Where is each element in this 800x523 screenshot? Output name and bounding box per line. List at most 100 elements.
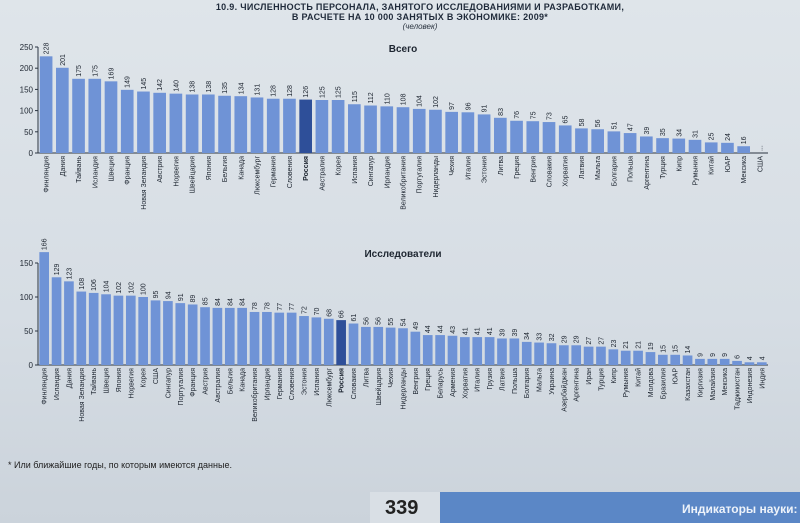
chart2-bar [311,317,322,365]
chart2-bar [101,294,111,365]
chart2-value-label: 9 [710,353,717,357]
chart2-bar [658,354,668,365]
chart2-category-label: Норвегия [128,368,135,399]
chart2-bar [460,337,470,365]
chart2-bar [187,304,198,365]
chart1-bar [704,142,718,153]
chart2-bar [113,295,124,365]
chart2-value-label: 34 [524,332,531,340]
chart2-category-label: Турция [598,368,605,391]
chart1-value-label: 138 [190,81,197,93]
chart2-value-label: 78 [252,302,259,310]
chart2-value-label: 27 [586,337,593,345]
footer-bar [370,492,800,523]
chart2-value-label: 68 [326,309,333,317]
chart2-value-label: 70 [314,308,321,316]
chart1-y-tick-label: 0 [29,149,34,158]
chart1-category-label: Греция [514,156,521,179]
chart1-value-label: 35 [660,128,667,136]
chart2-bar [472,337,483,365]
chart2-bar [224,307,235,365]
chart2-category-label: Португалия [178,368,185,406]
chart1-title: Всего [389,44,418,55]
chart2-category-label: Корея [141,368,148,388]
chart1-bar [558,125,572,153]
chart1-value-label: 128 [271,85,278,97]
chart1-category-label: Испания [352,156,359,184]
chart2-bar [385,327,396,365]
chart2-bar [373,326,384,365]
chart1-value-label: 51 [611,121,618,129]
chart2-bar [410,331,421,365]
chart2-value-label: 85 [203,297,210,305]
chart2-value-label: 55 [388,318,395,326]
chart2-category-label: Польша [512,368,519,394]
chart2-category-label: Украина [549,368,556,395]
chart1-value-label: 97 [449,102,456,110]
chart2-value-label: 14 [685,346,692,354]
chart1-category-label: Венгрия [530,156,537,183]
chart2-value-label: 43 [450,326,457,334]
chart1-y-tick-label: 150 [20,85,34,94]
chart1-bar [494,117,507,153]
chart1-y-tick-label: 200 [20,64,34,73]
chart1-bar [721,142,734,153]
chart2-bar [361,326,371,365]
chart2-bar [571,345,582,365]
chart2-bar [744,362,755,365]
chart1-bar [202,94,215,153]
chart1-bar [461,112,475,153]
chart1-category-label: Португалия [417,156,424,194]
chart1-category-label: Канада [238,156,245,180]
chart1-bar [299,99,312,153]
chart2-category-label: Венгрия [413,368,420,395]
chart2-category-label: ЮАР [673,368,680,385]
chart1-bar [640,136,653,153]
chart1-bar [429,109,442,153]
chart1-category-label: Кипр [676,156,683,172]
chart1-category-label: Новая Зеландия [141,156,148,210]
chart2-value-label: 23 [611,339,618,347]
chart2-category-label: Китай [635,368,643,387]
chart1-value-label: 73 [547,112,554,120]
footer-section-label: Индикаторы науки: [682,502,798,516]
chart1-value-label: 135 [222,82,229,94]
chart1-category-label: Хорватия [563,156,570,187]
chart1-category-label: Чехия [449,156,456,176]
figure-title-line1: 10.9. ЧИСЛЕННОСТЬ ПЕРСОНАЛА, ЗАНЯТОГО ИС… [215,2,625,12]
chart1-value-label: 131 [255,84,262,96]
chart2-category-label: Кипр [611,368,618,384]
chart2-value-label: 21 [623,341,630,349]
chart1-bar [737,146,750,153]
chart2-value-label: 39 [512,329,519,337]
chart1-category-label: Люксембург [254,156,262,195]
chart2-bar [175,303,186,365]
chart2-bar [546,343,557,365]
chart2-category-label: Австрия [203,368,210,395]
chart1-value-label: 16 [741,136,748,144]
chart2-bar [237,307,247,365]
chart2-bar [682,355,693,365]
chart2-category-label: Казахстан [685,368,692,401]
chart2-bar [435,335,445,365]
chart1-bar [315,100,329,153]
chart2-value-label: 6 [735,355,742,359]
chart1-value-label: 104 [417,95,424,107]
chart2-y-tick-label: 150 [20,259,34,268]
chart1-category-label: Турция [660,156,667,179]
chart2-bar [484,337,495,365]
chart2-category-label: Канада [240,368,247,392]
chart2-bar [583,346,594,365]
chart2-y-tick-label: 50 [24,327,33,336]
chart1-bar [623,133,637,153]
chart1-bar [331,100,345,153]
chart1-value-label: 134 [238,82,245,94]
chart2-value-label: 129 [54,263,61,275]
chart2-bar [497,338,507,365]
chart2-value-label: 21 [636,341,643,349]
chart2-value-label: 89 [190,295,197,303]
chart2-value-label: 61 [351,314,358,322]
chart1-category-label: Аргентина [644,156,651,190]
chart2-bar [299,316,309,365]
